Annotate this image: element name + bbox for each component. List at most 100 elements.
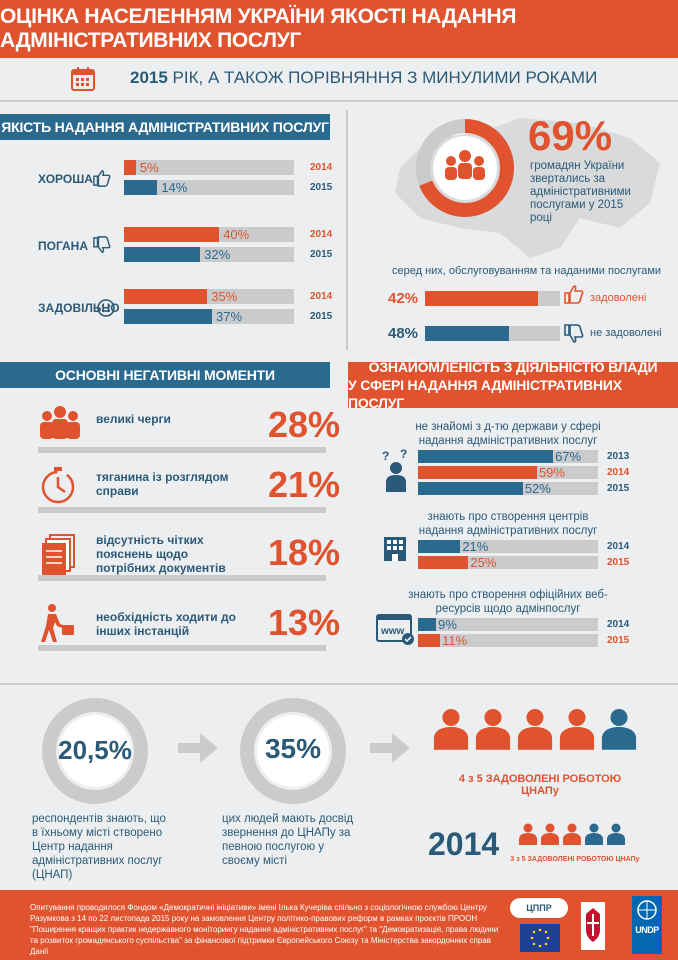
- negative-item-pct: 28%: [268, 404, 341, 445]
- familiarity-bar-year: 2015: [607, 635, 630, 646]
- quality-bar: [124, 309, 294, 324]
- applied-text: громадян України звертались за адміністр…: [530, 160, 631, 224]
- familiarity-group-text: не знайомі з д-тю держави у сфері наданн…: [415, 421, 601, 447]
- familiarity-bar: [418, 634, 598, 647]
- person-icon: [558, 708, 596, 755]
- cnap-donut-2-value: 35%: [264, 733, 322, 764]
- cnap-donut-2-text: цих людей мають досвід звернення до ЦНАП…: [222, 813, 354, 867]
- familiarity-bar-value: 21%: [462, 539, 489, 554]
- satisfied-bar-fill: [425, 291, 539, 306]
- quality-bar-value: 5%: [139, 160, 159, 175]
- thumbs-up-icon: [92, 169, 112, 192]
- page-title: ОЦІНКА НАСЕЛЕННЯМ УКРАЇНИ ЯКОСТІ НАДАННЯ…: [0, 0, 678, 58]
- quality-bar-year: 2014: [310, 229, 333, 240]
- familiarity-bar-fill: [418, 466, 537, 479]
- negative-item-underline: [38, 507, 326, 513]
- unsatisfied-pct: 48%: [388, 325, 419, 342]
- thumbs-down-icon: [563, 323, 585, 345]
- quality-bar-fill: [124, 247, 201, 262]
- familiarity-group-text: знають про створення офіційних веб-ресур…: [408, 589, 608, 615]
- thumbs-up-icon: [563, 283, 585, 305]
- browser-www-icon: www: [376, 612, 416, 646]
- familiarity-title-line1: ОЗНАЙОМЛЕНІСТЬ З ДІЯЛЬНІСТЮ ВЛАДИ: [368, 359, 658, 375]
- negative-item-pct: 13%: [268, 602, 341, 643]
- quality-bar-value: 37%: [216, 309, 243, 324]
- quality-bar-year: 2014: [310, 162, 333, 173]
- question-person-icon: ??: [378, 447, 414, 492]
- quality-label: ХОРОША: [38, 172, 93, 186]
- familiarity-group-text: знають про створення центрів надання адм…: [418, 511, 598, 537]
- denmark-emblem-icon: [578, 900, 608, 952]
- negative-item-pct: 21%: [268, 464, 341, 505]
- year-2014-label: 2014: [428, 826, 500, 862]
- walking-person-icon: [38, 603, 78, 648]
- bottom-divider: [0, 683, 678, 685]
- column-divider: [346, 110, 348, 350]
- negative-item-text: тяганина із розглядом справи: [96, 470, 229, 498]
- familiarity-bar-fill: [418, 618, 437, 631]
- quality-bar: [124, 180, 294, 195]
- svg-text:www: www: [380, 626, 405, 637]
- quality-bar-fill: [124, 180, 158, 195]
- quality-section-title: ЯКІСТЬ НАДАННЯ АДМІНІСТРАТИВНИХ ПОСЛУГ: [0, 114, 330, 140]
- person-icon: [474, 708, 512, 755]
- quality-bar-year: 2015: [310, 249, 333, 260]
- familiarity-bar: [418, 556, 598, 569]
- familiarity-bar-value: 11%: [442, 633, 468, 648]
- cnap-donut-1: [40, 696, 150, 806]
- familiarity-title-line2: У СФЕРІ НАДАННЯ АДМІНІСТРАТИВНИХ ПОСЛУГ: [348, 377, 622, 411]
- person-icon: [562, 823, 582, 850]
- cnap-donut-1-value: 20,5%: [58, 735, 132, 765]
- neutral-face-icon: [96, 298, 116, 323]
- applied-percent: 69%: [528, 112, 613, 159]
- building-icon: [380, 533, 410, 563]
- familiarity-bar-value: 25%: [470, 555, 497, 570]
- quality-bar-value: 14%: [161, 180, 188, 195]
- arrow-right-icon-1: [178, 733, 218, 763]
- familiarity-bar-year: 2015: [607, 483, 630, 494]
- undp-logo: UNDP: [632, 896, 662, 954]
- familiarity-bar-value: 52%: [524, 481, 551, 496]
- person-icon: [606, 823, 626, 850]
- un-emblem-icon: [637, 900, 657, 920]
- quality-bar-value: 32%: [204, 247, 231, 262]
- negative-item-underline: [38, 645, 326, 651]
- negative-item-pct: 18%: [268, 532, 341, 573]
- thumbs-down-icon: [92, 236, 112, 259]
- negative-item-underline: [38, 447, 326, 453]
- calendar-icon: [70, 66, 96, 92]
- unsatisfied-bar: [425, 326, 560, 341]
- familiarity-bar-fill: [418, 482, 523, 495]
- quality-bar: [124, 160, 294, 175]
- satisfied-2015-caption: 4 з 5 ЗАДОВОЛЕНІ РОБОТОЮ ЦНАПу: [458, 773, 622, 797]
- eu-flag-icon: [520, 924, 560, 952]
- cnap-donut-2: [238, 696, 348, 806]
- familiarity-bar: [418, 540, 598, 553]
- familiarity-bar: [418, 450, 598, 463]
- unsatisfied-label: не задоволені: [590, 327, 662, 339]
- quality-label: ПОГАНА: [38, 239, 89, 253]
- subtitle-rest: РІК, А ТАКОЖ ПОРІВНЯННЯ З МИНУЛИМИ РОКАМ…: [167, 68, 598, 87]
- footer-note: Опитування проводилося Фондом «Демократи…: [30, 903, 499, 956]
- familiarity-bar: [418, 482, 598, 495]
- familiarity-bar-value: 59%: [538, 465, 565, 480]
- satisfied-bar: [425, 291, 560, 306]
- familiarity-bar-fill: [418, 634, 441, 647]
- satisfied-label: задоволені: [590, 292, 647, 304]
- quality-bar: [124, 247, 294, 262]
- quality-bar-year: 2015: [310, 182, 333, 193]
- applied-donut: [415, 118, 515, 218]
- satisfied-2014-caption: 3 з 5 ЗАДОВОЛЕНІ РОБОТОЮ ЦНАПу: [510, 856, 640, 863]
- familiarity-bar-year: 2014: [607, 619, 630, 630]
- subtitle-year: 2015: [130, 68, 168, 87]
- familiarity-bar-year: 2014: [607, 541, 630, 552]
- familiarity-bar-year: 2014: [607, 467, 630, 478]
- person-icon: [600, 708, 638, 755]
- negative-item-text: відсутність чітких пояснень щодо потрібн…: [96, 533, 226, 575]
- undp-text: UNDP: [635, 925, 659, 935]
- arrow-right-icon-2: [370, 733, 410, 763]
- documents-icon: [38, 533, 78, 582]
- familiarity-bar-fill: [418, 450, 554, 463]
- negative-item-underline: [38, 575, 326, 581]
- person-icon: [432, 708, 470, 755]
